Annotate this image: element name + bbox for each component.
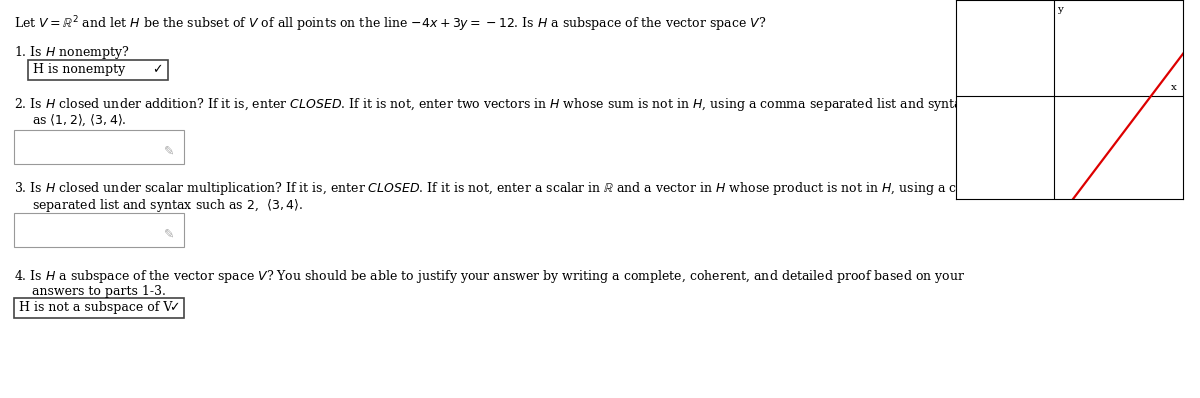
Text: ✓: ✓ — [152, 64, 163, 76]
Bar — [14, 213, 184, 247]
Text: ✎: ✎ — [163, 145, 174, 158]
Text: x: x — [1171, 84, 1177, 92]
Text: 4. Is $H$ a subspace of the vector space $V$? You should be able to justify your: 4. Is $H$ a subspace of the vector space… — [14, 268, 965, 285]
Text: H is nonempty: H is nonempty — [34, 64, 125, 76]
Text: as $\langle 1,2\rangle$, $\langle 3,4\rangle$.: as $\langle 1,2\rangle$, $\langle 3,4\ra… — [32, 113, 127, 129]
Bar — [28, 60, 168, 80]
Bar — [14, 130, 184, 164]
Text: 2. Is $H$ closed under addition? If it is, enter $CLOSED$. If it is not, enter t: 2. Is $H$ closed under addition? If it i… — [14, 96, 1003, 113]
Text: separated list and syntax such as $2$,  $\langle 3,4\rangle$.: separated list and syntax such as $2$, $… — [32, 197, 304, 214]
Text: ✎: ✎ — [163, 228, 174, 241]
Text: Let $V = \mathbb{R}^2$ and let $H$ be the subset of $V$ of all points on the lin: Let $V = \mathbb{R}^2$ and let $H$ be th… — [14, 14, 767, 33]
Text: answers to parts 1-3.: answers to parts 1-3. — [32, 285, 166, 298]
Text: H is not a subspace of V: H is not a subspace of V — [19, 302, 173, 314]
Text: 3. Is $H$ closed under scalar multiplication? If it is, enter $CLOSED$. If it is: 3. Is $H$ closed under scalar multiplica… — [14, 180, 996, 197]
Text: y: y — [1057, 5, 1063, 14]
Text: 1. Is $H$ nonempty?: 1. Is $H$ nonempty? — [14, 44, 130, 61]
Text: ✓: ✓ — [169, 302, 180, 314]
Bar — [14, 298, 184, 318]
